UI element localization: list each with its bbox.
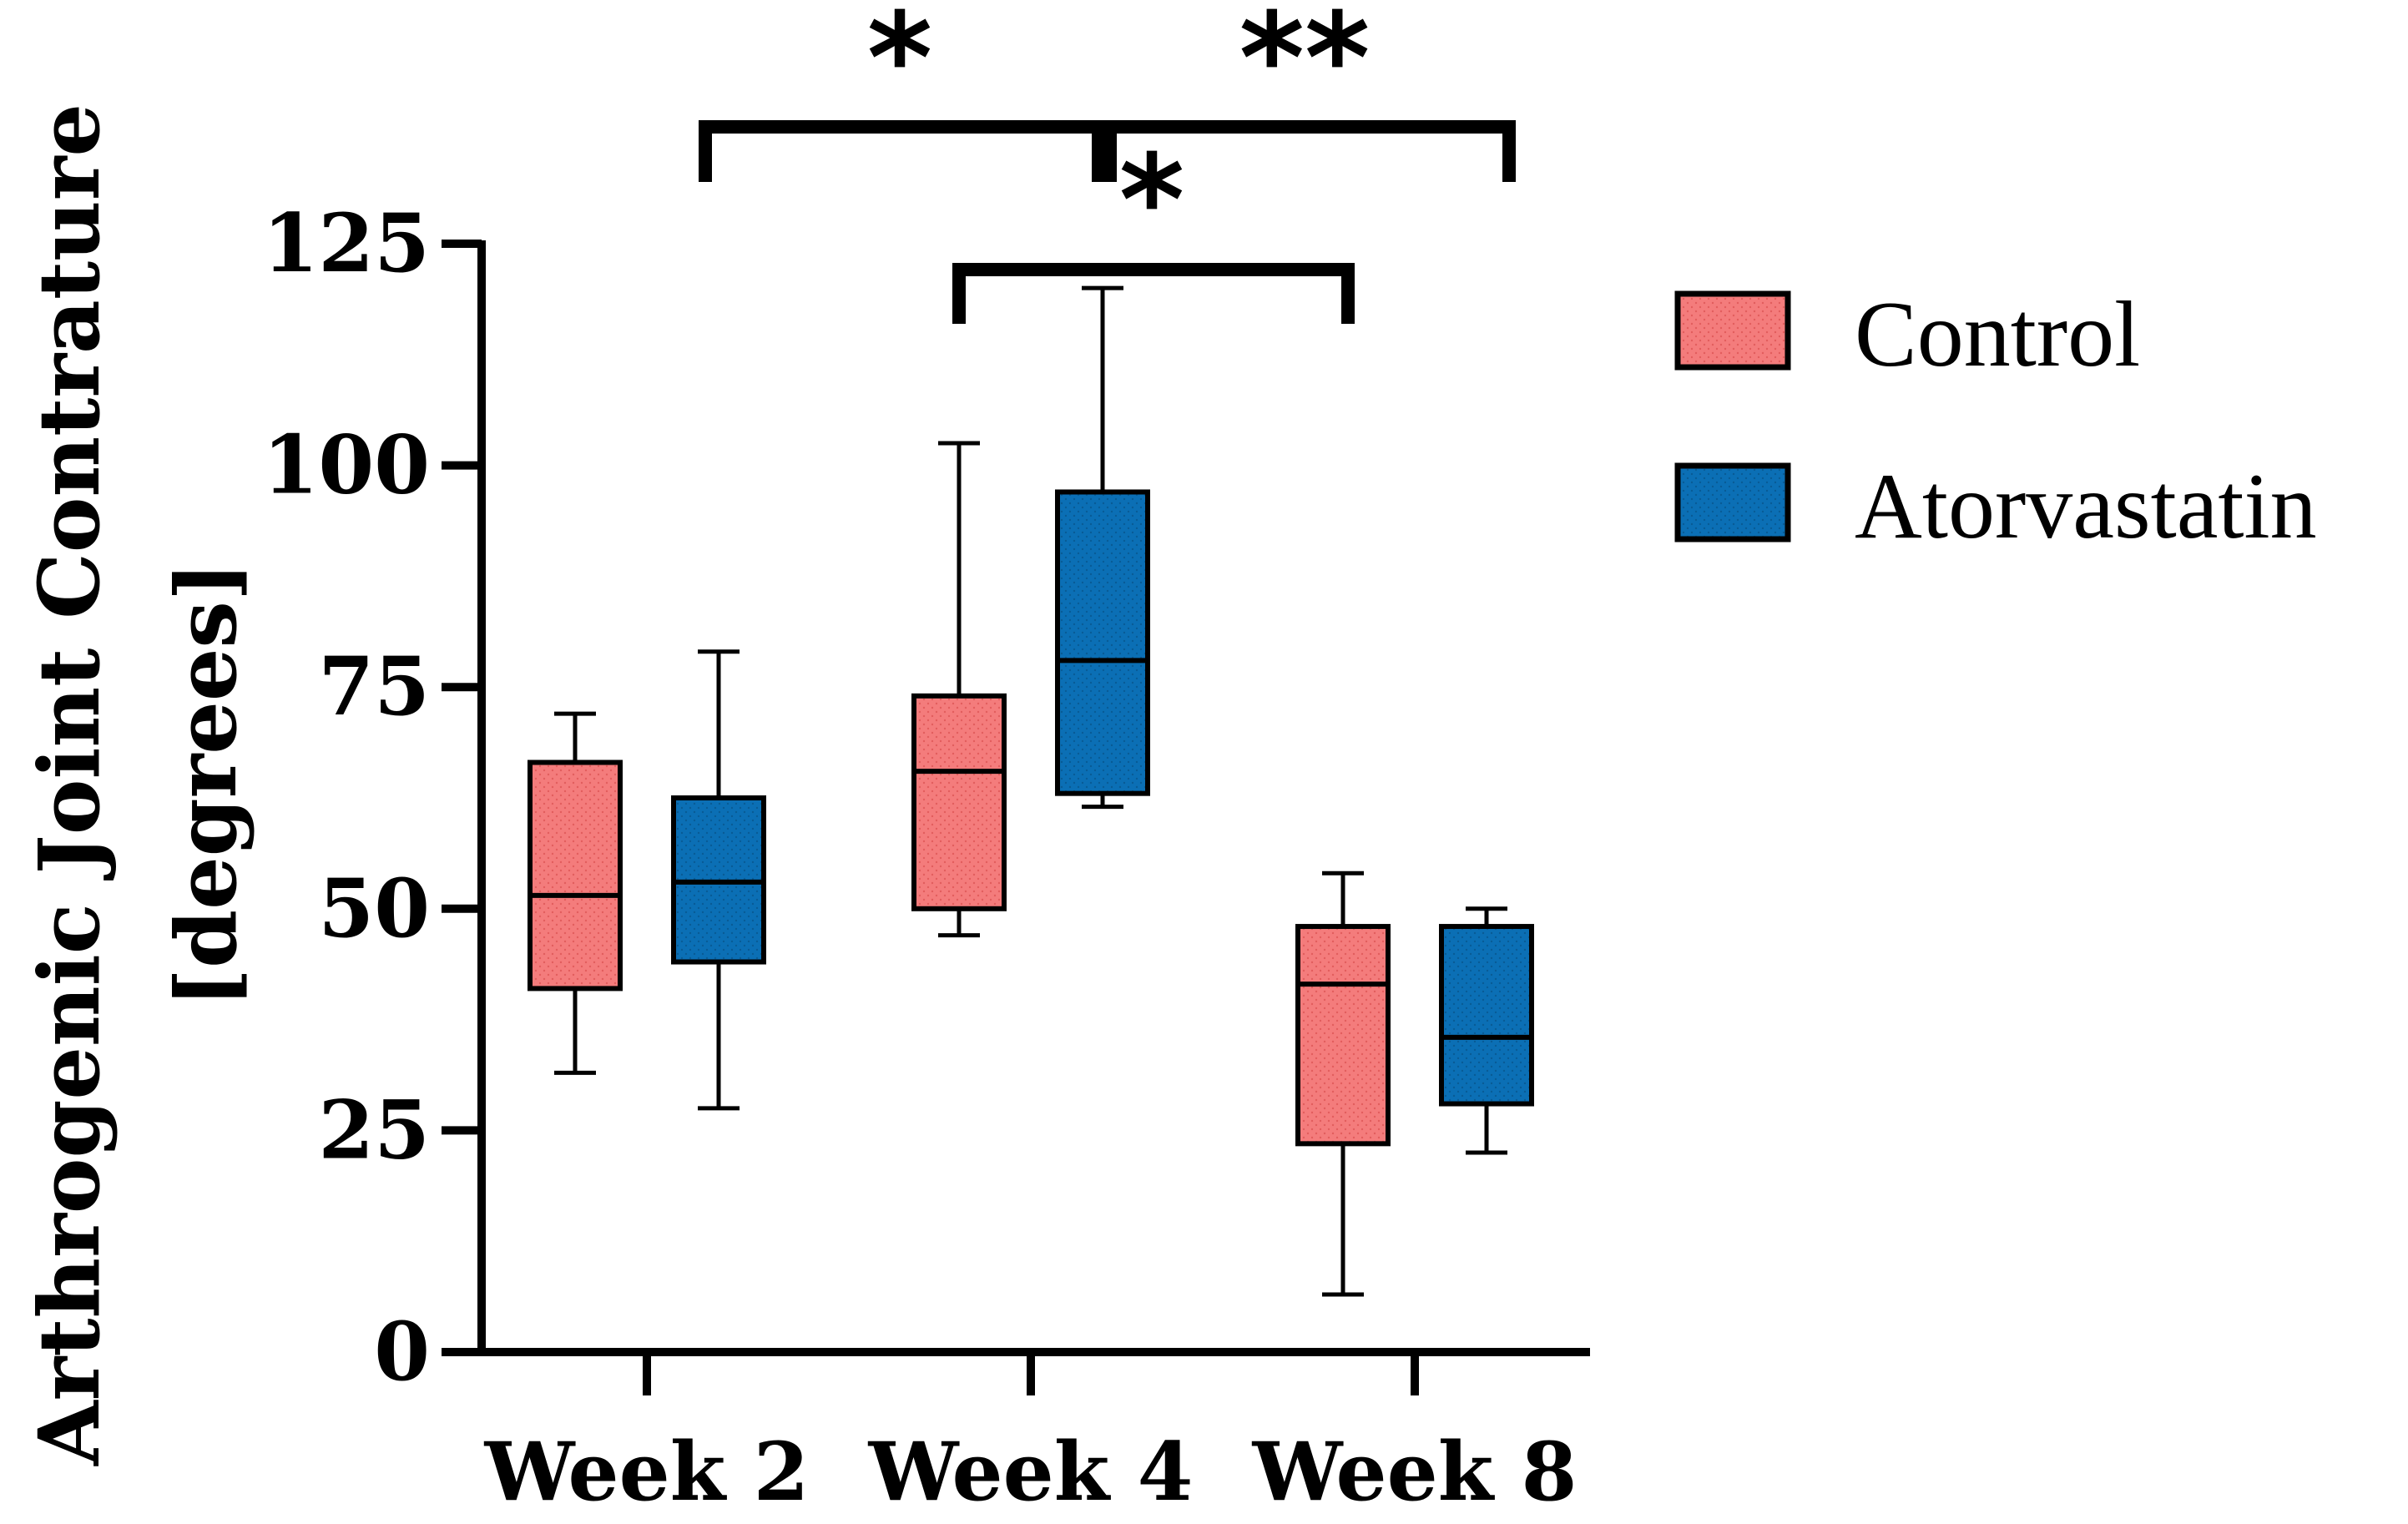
legend-label-atorvastatin: Atorvastatin xyxy=(1855,455,2317,558)
significance-bracket: * xyxy=(952,129,1355,324)
box-control-week-4 xyxy=(911,441,1007,938)
y-axis-title-line1: Arthrogenic Joint Contrature xyxy=(20,103,119,1466)
bracket-line xyxy=(1103,120,1516,182)
x-tick-label: Week 2 xyxy=(484,1425,810,1519)
iqr-box xyxy=(528,759,623,992)
significance-label: * xyxy=(1119,129,1184,274)
significance-bracket: ** xyxy=(1103,0,1516,182)
box-control-week-2 xyxy=(528,711,623,1075)
y-tick-label: 100 xyxy=(263,418,430,512)
y-tick-label: 50 xyxy=(318,861,430,956)
bracket-line xyxy=(699,120,1105,182)
x-tick-label: Week 8 xyxy=(1252,1425,1578,1519)
y-axis-title-line2: [degrees] xyxy=(157,562,255,1007)
x-tick-label: Week 4 xyxy=(868,1425,1194,1519)
box-atorvastatin-week-2 xyxy=(671,649,766,1111)
box-series xyxy=(528,285,1534,1297)
y-tick-label: 25 xyxy=(318,1082,430,1177)
bracket-line xyxy=(952,263,1355,324)
y-tick-label: 75 xyxy=(318,639,430,734)
significance-label: * xyxy=(867,0,932,132)
iqr-box xyxy=(1055,489,1150,796)
y-axis-ticks: 0 25 50 75 100 125 xyxy=(263,196,482,1399)
significance-brackets: * *** xyxy=(699,0,1516,324)
legend-label-control: Control xyxy=(1855,283,2140,386)
legend: Control Atorvastatin xyxy=(1674,283,2317,558)
significance-label: ** xyxy=(1239,0,1371,132)
y-tick-label: 0 xyxy=(374,1304,430,1399)
x-axis-ticks: Week 2 Week 4 Week 8 xyxy=(484,1352,1578,1519)
legend-swatch-control xyxy=(1674,290,1791,371)
iqr-box xyxy=(911,693,1007,911)
box-control-week-8 xyxy=(1295,870,1391,1297)
iqr-box xyxy=(1295,924,1391,1147)
iqr-box xyxy=(1439,924,1534,1107)
legend-swatch-atorvastatin xyxy=(1674,462,1791,542)
box-atorvastatin-week-8 xyxy=(1439,906,1534,1155)
significance-bracket: * xyxy=(699,0,1105,182)
axes xyxy=(477,240,1590,1356)
box-atorvastatin-week-4 xyxy=(1055,285,1150,810)
y-tick-label: 125 xyxy=(263,196,430,290)
